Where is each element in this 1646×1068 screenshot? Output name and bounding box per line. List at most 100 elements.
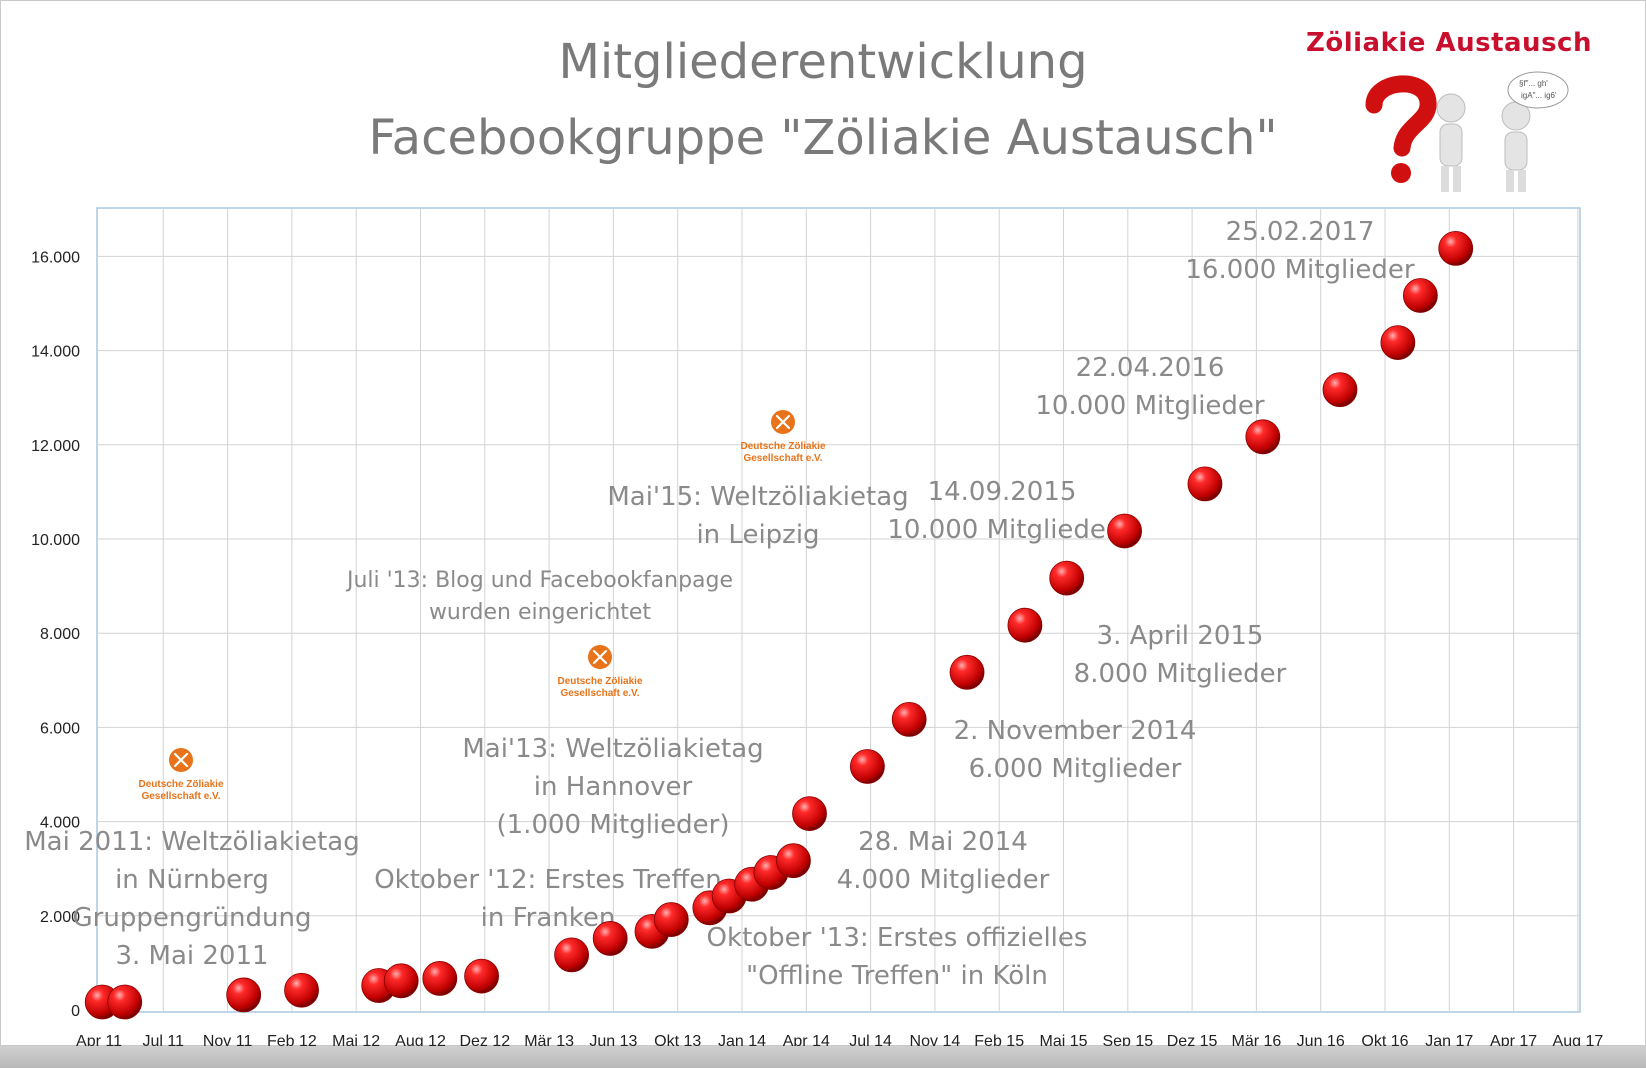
annotation-line: 3. Mai 2011 [115,941,268,971]
y-tick-label: 10.000 [31,532,80,549]
annotation-line: Gruppengründung [73,903,312,933]
data-point [792,796,827,831]
x-tick-label: Jan 14 [718,1033,766,1046]
data-point [949,654,985,690]
x-tick-label: Okt 13 [654,1033,701,1046]
data-point [1187,466,1223,502]
annotation-line: 28. Mai 2014 [858,827,1028,857]
x-tick-label: Okt 16 [1361,1033,1408,1046]
data-point [383,963,419,999]
plot-area [96,207,1581,1013]
x-tick-label: Feb 12 [267,1033,317,1046]
data-point [1438,230,1474,266]
y-tick-label: 16.000 [31,249,80,266]
annotation-line: 6.000 Mitglieder [969,754,1182,784]
y-tick-label: 8.000 [40,626,80,643]
question-figures-icon: §f"... gh' igA"... ig6' [1365,71,1569,192]
x-tick-label: Nov 14 [910,1033,961,1046]
bottom-band [0,1046,1646,1068]
x-tick-label: Jul 14 [849,1033,892,1046]
chart-title-line-1: Mitgliederentwicklung [558,34,1088,90]
annotation-line: in Leipzig [696,520,819,550]
x-tick-label: Jan 17 [1425,1033,1473,1046]
annotation-line: Juli '13: Blog und Facebookfanpage [345,568,733,593]
data-point [1322,372,1358,408]
data-point [464,958,499,994]
x-tick-label: Sep 15 [1102,1033,1153,1046]
dzg-logo-line-1: Deutsche Zöliakie [557,676,642,687]
annotations: Mai 2011: Weltzöliakietag in Nürnberg Grup… [24,217,1415,991]
annotation-line: 16.000 Mitglieder [1185,255,1415,285]
y-tick-label: 6.000 [40,720,80,737]
data-point [592,921,628,956]
annotation-line: 2. November 2014 [954,716,1197,746]
dzg-logo-line-2: Gesellschaft e.V. [560,688,639,699]
data-point [1049,560,1085,596]
annotation-line: "Offline Treffen" in Köln [746,961,1048,991]
annotation-line: in Nürnberg [115,865,269,895]
x-tick-label: Jul 11 [143,1033,185,1046]
x-tick-label: Mär 16 [1232,1033,1282,1046]
speech-bubble-line-2: igA"... ig6' [1521,91,1557,100]
annotation-line: Oktober '12: Erstes Treffen [374,865,722,895]
annotation-line: (1.000 Mitglieder) [497,810,730,840]
data-point [1380,325,1416,361]
y-tick-label: 2.000 [40,909,80,926]
annotation-line: wurden eingerichtet [429,600,651,625]
x-axis-ticks: Apr 11 Jul 11 Nov 11 Feb 12 Mai 12 Aug 12 Dez … [76,1033,1603,1046]
data-point [554,937,590,973]
x-tick-label: Aug 12 [395,1033,446,1046]
annotation-line: Oktober '13: Erstes offizielles [707,923,1088,953]
x-tick-label: Dez 12 [459,1033,510,1046]
data-point [422,961,458,996]
annotation-line: in Hannover [534,772,693,802]
annotation-line: Mai'15: Weltzöliakietag [607,482,908,512]
annotation-line: 3. April 2015 [1097,621,1264,651]
data-point [284,972,319,1008]
annotation-line: Mai 2011: Weltzöliakietag [24,827,360,857]
x-tick-label: Nov 11 [203,1033,253,1046]
x-tick-label: Apr 11 [76,1033,122,1046]
data-point [653,902,689,937]
dzg-logo-line-1: Deutsche Zöliakie [740,441,825,452]
annotation-line: 4.000 Mitglieder [837,865,1050,895]
dzg-logo-line-2: Gesellschaft e.V. [141,791,220,802]
x-tick-label: Jun 13 [589,1033,637,1046]
data-point [776,843,811,879]
x-tick-label: Mär 13 [524,1033,574,1046]
data-point [1107,513,1142,549]
annotation-line: in Franken [481,903,616,933]
annotation-line: 14.09.2015 [928,477,1077,507]
data-point [226,977,262,1013]
annotation-line: 25.02.2017 [1226,217,1375,247]
data-point [1402,278,1438,313]
data-point [107,984,143,1020]
data-points [84,230,1474,1020]
member-growth-chart: 0 2.000 4.000 6.000 8.000 10.000 12.000 14.000 1… [24,207,1603,1046]
annotation-line: 22.04.2016 [1076,353,1225,383]
x-tick-label: Mai 12 [332,1033,380,1046]
y-tick-label: 4.000 [40,815,80,832]
x-tick-label: Apr 17 [1490,1033,1537,1046]
y-tick-label: 14.000 [31,344,80,361]
chart-title-line-2: Facebookgruppe "Zöliakie Austausch" [368,110,1278,166]
data-point [849,749,885,784]
annotation-line: 10.000 Mitglieder [1035,391,1265,421]
data-point [1007,607,1043,643]
data-point [1245,419,1281,455]
x-tick-label: Dez 15 [1167,1033,1218,1046]
x-tick-label: Aug 17 [1553,1033,1604,1046]
x-tick-label: Jun 16 [1297,1033,1345,1046]
x-tick-label: Mai 15 [1039,1033,1087,1046]
dzg-logo-line-1: Deutsche Zöliakie [138,779,223,790]
y-tick-label: 12.000 [31,438,80,455]
speech-bubble-line-1: §f"... gh' [1519,79,1548,88]
y-axis-ticks: 0 2.000 4.000 6.000 8.000 10.000 12.000 14.000 1… [31,249,80,1020]
x-tick-label: Apr 14 [783,1033,830,1046]
x-tick-label: Feb 15 [974,1033,1024,1046]
dzg-logo-line-2: Gesellschaft e.V. [743,453,822,464]
